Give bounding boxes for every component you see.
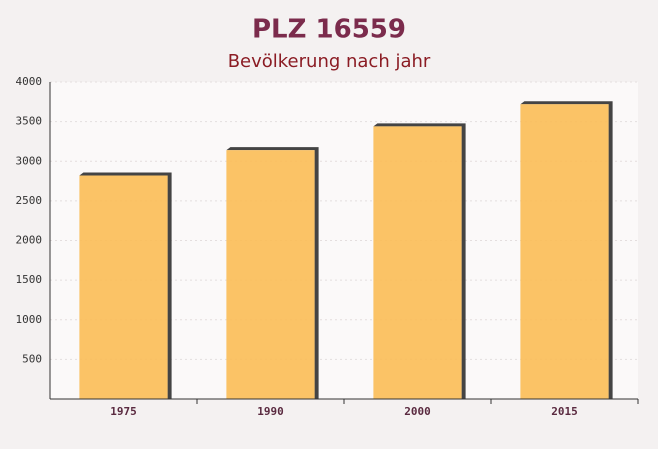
chart-title: PLZ 16559 <box>252 15 406 45</box>
y-tick-label: 3500 <box>16 115 43 128</box>
y-tick-label: 2000 <box>16 234 43 247</box>
bar <box>373 126 462 399</box>
y-tick-label: 500 <box>22 352 42 365</box>
x-tick-label: 2000 <box>404 405 431 418</box>
chart-subtitle: Bevölkerung nach jahr <box>228 51 431 72</box>
bar <box>226 150 315 399</box>
x-tick-label: 2015 <box>551 405 578 418</box>
y-tick-label: 4000 <box>16 75 43 88</box>
y-tick-label: 2500 <box>16 194 43 207</box>
y-tick-label: 1500 <box>16 273 43 286</box>
y-tick-label: 3000 <box>16 154 43 167</box>
bar <box>79 175 168 399</box>
y-tick-label: 1000 <box>16 313 43 326</box>
x-tick-label: 1990 <box>257 405 284 418</box>
bar <box>520 104 609 399</box>
x-tick-label: 1975 <box>110 405 137 418</box>
